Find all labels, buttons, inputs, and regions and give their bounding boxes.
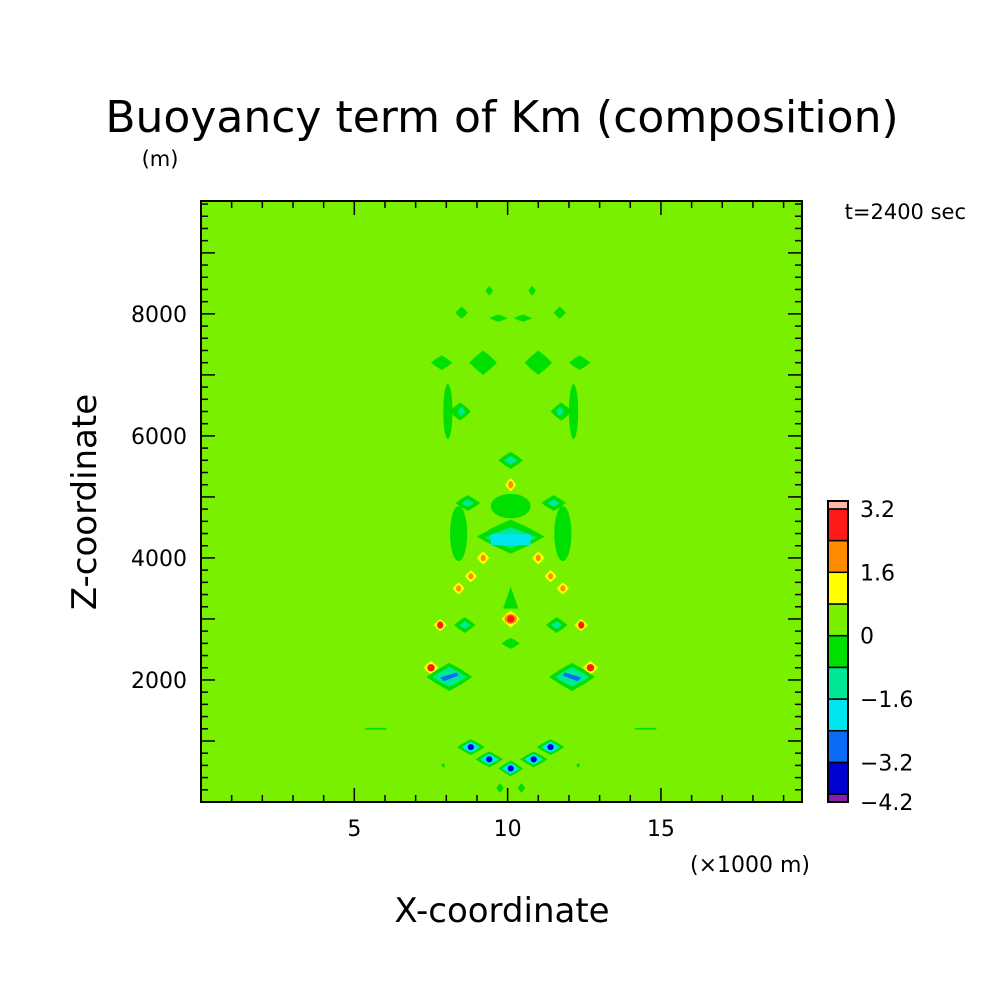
contour-feature-65 (365, 727, 387, 730)
contour-feature-81 (507, 765, 514, 772)
colorbar-swatch-8 (827, 539, 849, 574)
contour-feature-85 (517, 783, 526, 793)
time-label: t=2400 sec (845, 200, 966, 224)
contour-feature-39 (456, 585, 462, 592)
contour-feature-11 (568, 384, 579, 439)
colorbar-swatch-0 (827, 793, 849, 803)
contour-feature-83 (576, 762, 580, 768)
contour-feature-64 (562, 672, 582, 682)
colorbar-swatch-1 (827, 761, 849, 795)
colorbar-label-3: −1.6 (860, 688, 913, 713)
colorbar-swatch-2 (827, 729, 849, 764)
contour-feature-31 (480, 554, 486, 562)
contour-feature-56 (427, 664, 435, 672)
contour-feature-5 (513, 314, 533, 322)
contour-feature-7 (568, 355, 591, 371)
contour-feature-20 (490, 493, 531, 519)
colorbar-swatch-4 (827, 666, 849, 700)
plot-area: 5 10 15 2000 4000 6000 8000 (131, 200, 803, 842)
contour-feature-53 (551, 621, 562, 630)
y-axis-label: Z-coordinate (65, 394, 105, 610)
contour-feature-58 (586, 664, 595, 672)
y-tick-label-2000: 2000 (131, 669, 187, 694)
contour-feature-33 (535, 554, 541, 562)
contour-feature-15 (556, 406, 564, 417)
contour-feature-9 (524, 350, 553, 375)
colorbar-label-4: −3.2 (860, 751, 913, 776)
contour-feature-17 (503, 456, 518, 465)
colorbar-label-1: 1.6 (860, 561, 895, 586)
contour-feature-1 (528, 285, 536, 296)
axis-ticks: 5 10 15 2000 4000 6000 8000 (131, 201, 802, 842)
x-tick-label-15: 15 (647, 817, 675, 842)
contour-feature-19 (508, 481, 514, 489)
contour-feature-42 (503, 586, 519, 609)
chart-title: Buoyancy term of Km (composition) (105, 92, 898, 143)
contour-feature-78 (530, 756, 537, 763)
contour-feature-26 (554, 506, 572, 561)
contour-feature-10 (443, 384, 453, 439)
colorbar-swatch-10 (827, 500, 849, 510)
contour-feature-8 (469, 350, 497, 375)
contour-feature-41 (560, 585, 566, 592)
y-axis-unit: (m) (142, 147, 179, 171)
contour-feature-0 (485, 285, 493, 296)
contour-feature-51 (459, 621, 470, 630)
contour-feature-75 (486, 756, 493, 763)
contour-feature-24 (547, 499, 560, 507)
contour-feature-14 (457, 406, 466, 417)
contour-feature-84 (496, 783, 504, 793)
colorbar-swatch-9 (827, 508, 849, 542)
colorbar-label-0: 3.2 (860, 498, 895, 523)
x-axis-label: X-coordinate (394, 891, 609, 931)
x-tick-label-5: 5 (347, 817, 361, 842)
colorbar-frame (827, 500, 849, 803)
contour-feature-61 (440, 672, 459, 682)
contour-feature-66 (634, 727, 657, 730)
contour-feature-45 (507, 615, 515, 623)
contour-feature-2 (455, 306, 468, 319)
contour-feature-82 (441, 762, 446, 768)
colorbar: 3.2 1.6 0 −1.6 −3.2 −4.2 (827, 498, 913, 816)
contour-feature-6 (430, 355, 453, 371)
contour-feature-47 (437, 621, 444, 629)
contour-feature-54 (501, 637, 520, 649)
contour-feature-69 (467, 744, 474, 751)
y-tick-label-8000: 8000 (131, 303, 187, 328)
contour-feature-35 (468, 573, 474, 580)
colorbar-label-2: 0 (860, 625, 874, 650)
contour-feature-3 (553, 306, 566, 319)
colorbar-label-5: −4.2 (860, 791, 913, 816)
contour-feature-4 (489, 314, 508, 322)
contour-features (365, 285, 657, 793)
colorbar-swatch-5 (827, 634, 849, 669)
contour-feature-49 (578, 621, 585, 629)
colorbar-swatch-3 (827, 698, 849, 732)
y-tick-label-6000: 6000 (131, 425, 187, 450)
contour-feature-72 (547, 744, 554, 751)
colorbar-swatch-6 (827, 603, 849, 637)
contour-feature-37 (548, 573, 554, 580)
x-tick-label-10: 10 (494, 817, 522, 842)
contour-feature-22 (461, 499, 474, 507)
y-tick-label-4000: 4000 (131, 547, 187, 572)
colorbar-swatch-7 (827, 571, 849, 605)
contour-feature-29 (490, 534, 531, 546)
x-axis-unit: (×1000 m) (690, 853, 810, 878)
contour-feature-25 (449, 506, 468, 561)
plot-frame (200, 200, 803, 803)
